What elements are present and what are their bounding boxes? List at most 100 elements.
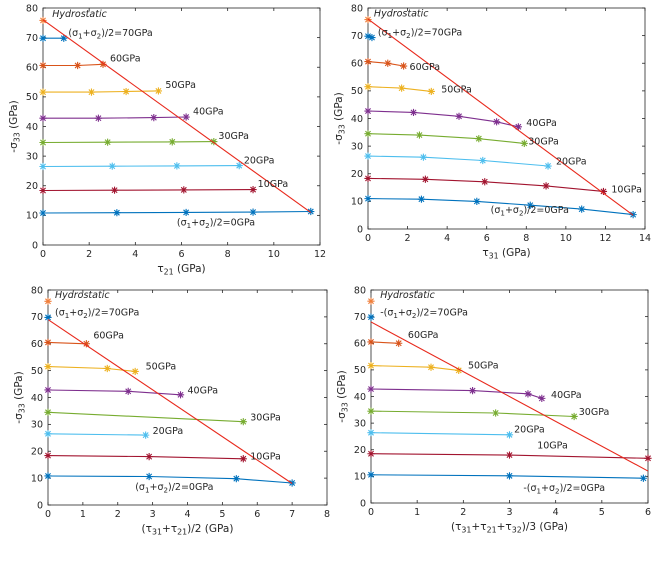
y-axis-label: -σ33 (GPa) bbox=[336, 370, 350, 422]
y-tick-label: 10 bbox=[26, 211, 38, 222]
series-line bbox=[43, 116, 187, 119]
axes-box bbox=[47, 289, 328, 506]
data-point bbox=[364, 152, 372, 160]
annotation-label: 10GPa bbox=[258, 179, 289, 190]
x-axis-label: τ21 (GPa) bbox=[157, 263, 205, 277]
series-line bbox=[47, 389, 181, 396]
x-tick-label: 7 bbox=[289, 509, 295, 520]
series-line bbox=[370, 432, 510, 436]
data-point bbox=[124, 387, 132, 395]
panel-top-right: 0 2 4 6 8 10 12 14 0 10 20 30 40 50 60 70 80 τ31 (GPa) -σ3… bbox=[333, 3, 651, 260]
series-line bbox=[367, 198, 634, 216]
data-point bbox=[103, 364, 111, 373]
data-point bbox=[367, 297, 375, 305]
y-tick-label: 20 bbox=[26, 181, 38, 192]
y-axis-label: -σ33 (GPa) bbox=[8, 100, 22, 152]
x-tick-label: 6 bbox=[254, 509, 260, 520]
data-point bbox=[122, 87, 130, 96]
x-tick-label: 4 bbox=[553, 507, 559, 518]
data-point bbox=[44, 313, 52, 322]
y-tick-label: 80 bbox=[31, 285, 43, 296]
annotation-label: Hydrostatic bbox=[55, 290, 110, 301]
x-tick-label: 6 bbox=[178, 249, 184, 260]
data-point bbox=[368, 33, 376, 42]
y-tick-label: 0 bbox=[32, 240, 38, 251]
data-point bbox=[473, 197, 481, 205]
annotation-label: 60GPa bbox=[110, 53, 141, 64]
annotation-label: 20GPa bbox=[153, 426, 184, 437]
data-point bbox=[150, 114, 158, 122]
y-tick-label: 10 bbox=[31, 473, 43, 484]
x-tick-label: 4 bbox=[132, 249, 138, 260]
x-tick-label: 2 bbox=[405, 233, 411, 244]
series-line bbox=[42, 189, 254, 192]
annotation-label: 40GPa bbox=[188, 385, 219, 396]
data-point bbox=[455, 112, 463, 120]
annotation-label: 40GPa bbox=[193, 107, 224, 118]
data-point bbox=[82, 340, 90, 348]
annotation-label: (σ1+σ2)/2=0GPa bbox=[491, 205, 569, 218]
series-line bbox=[367, 155, 549, 167]
data-point bbox=[570, 412, 578, 421]
data-point bbox=[176, 391, 185, 399]
data-point bbox=[639, 474, 647, 482]
y-axis-label: -σ33 (GPa) bbox=[13, 371, 27, 423]
annotation-label: -(σ1+σ2)/2=70GPa bbox=[380, 307, 468, 320]
data-point bbox=[173, 162, 181, 170]
y-tick-label: 60 bbox=[26, 63, 38, 74]
data-point bbox=[367, 471, 375, 479]
annotation-label: 20GPa bbox=[244, 156, 275, 167]
data-point bbox=[400, 62, 408, 70]
data-point bbox=[182, 208, 190, 217]
y-tick-label: 40 bbox=[354, 392, 366, 403]
data-point bbox=[542, 182, 550, 190]
data-point bbox=[367, 429, 375, 437]
x-tick-label: 0 bbox=[40, 249, 46, 260]
data-point bbox=[108, 162, 116, 170]
annotation-label: 50GPa bbox=[165, 80, 196, 91]
data-point bbox=[180, 186, 188, 194]
data-point bbox=[409, 108, 418, 117]
series-line bbox=[42, 141, 214, 144]
annotation-label: 30GPa bbox=[218, 131, 249, 142]
y-tick-label: 50 bbox=[354, 365, 366, 376]
x-tick-label: 2 bbox=[115, 509, 121, 520]
data-point bbox=[364, 174, 372, 183]
data-point bbox=[520, 139, 528, 147]
x-tick-label: 10 bbox=[560, 233, 572, 244]
data-point bbox=[514, 123, 522, 131]
annotation-label: 60GPa bbox=[408, 330, 439, 341]
annotation-label: 40GPa bbox=[551, 390, 582, 401]
data-point bbox=[210, 138, 218, 146]
data-point bbox=[417, 195, 426, 203]
x-tick-label: 1 bbox=[80, 509, 86, 520]
x-tick-label: 0 bbox=[368, 507, 374, 518]
data-point bbox=[493, 118, 501, 126]
x-axis-label: (τ31+τ21)/2 (GPa) bbox=[142, 523, 234, 537]
data-point bbox=[113, 209, 121, 217]
data-point bbox=[415, 131, 424, 139]
series-line bbox=[42, 210, 311, 214]
y-tick-label: 50 bbox=[31, 366, 43, 377]
data-point bbox=[182, 113, 190, 121]
x-tick-label: 3 bbox=[150, 509, 156, 520]
axes-box bbox=[367, 7, 646, 230]
data-point bbox=[44, 362, 52, 371]
data-point bbox=[364, 32, 372, 40]
annotation-label: 10GPa bbox=[537, 440, 568, 451]
x-tick-label: 8 bbox=[523, 233, 529, 244]
y-tick-label: 30 bbox=[354, 418, 366, 429]
data-point bbox=[578, 205, 586, 213]
x-tick-label: 0 bbox=[45, 509, 51, 520]
data-point bbox=[479, 156, 487, 165]
data-point bbox=[87, 88, 96, 96]
y-tick-label: 60 bbox=[351, 59, 363, 70]
data-point bbox=[39, 88, 47, 96]
data-point bbox=[419, 153, 427, 161]
y-tick-label: 40 bbox=[26, 122, 38, 133]
annotation-label: 10GPa bbox=[250, 451, 281, 462]
data-point bbox=[60, 34, 68, 42]
series-line bbox=[43, 90, 159, 93]
series-line bbox=[370, 388, 542, 399]
